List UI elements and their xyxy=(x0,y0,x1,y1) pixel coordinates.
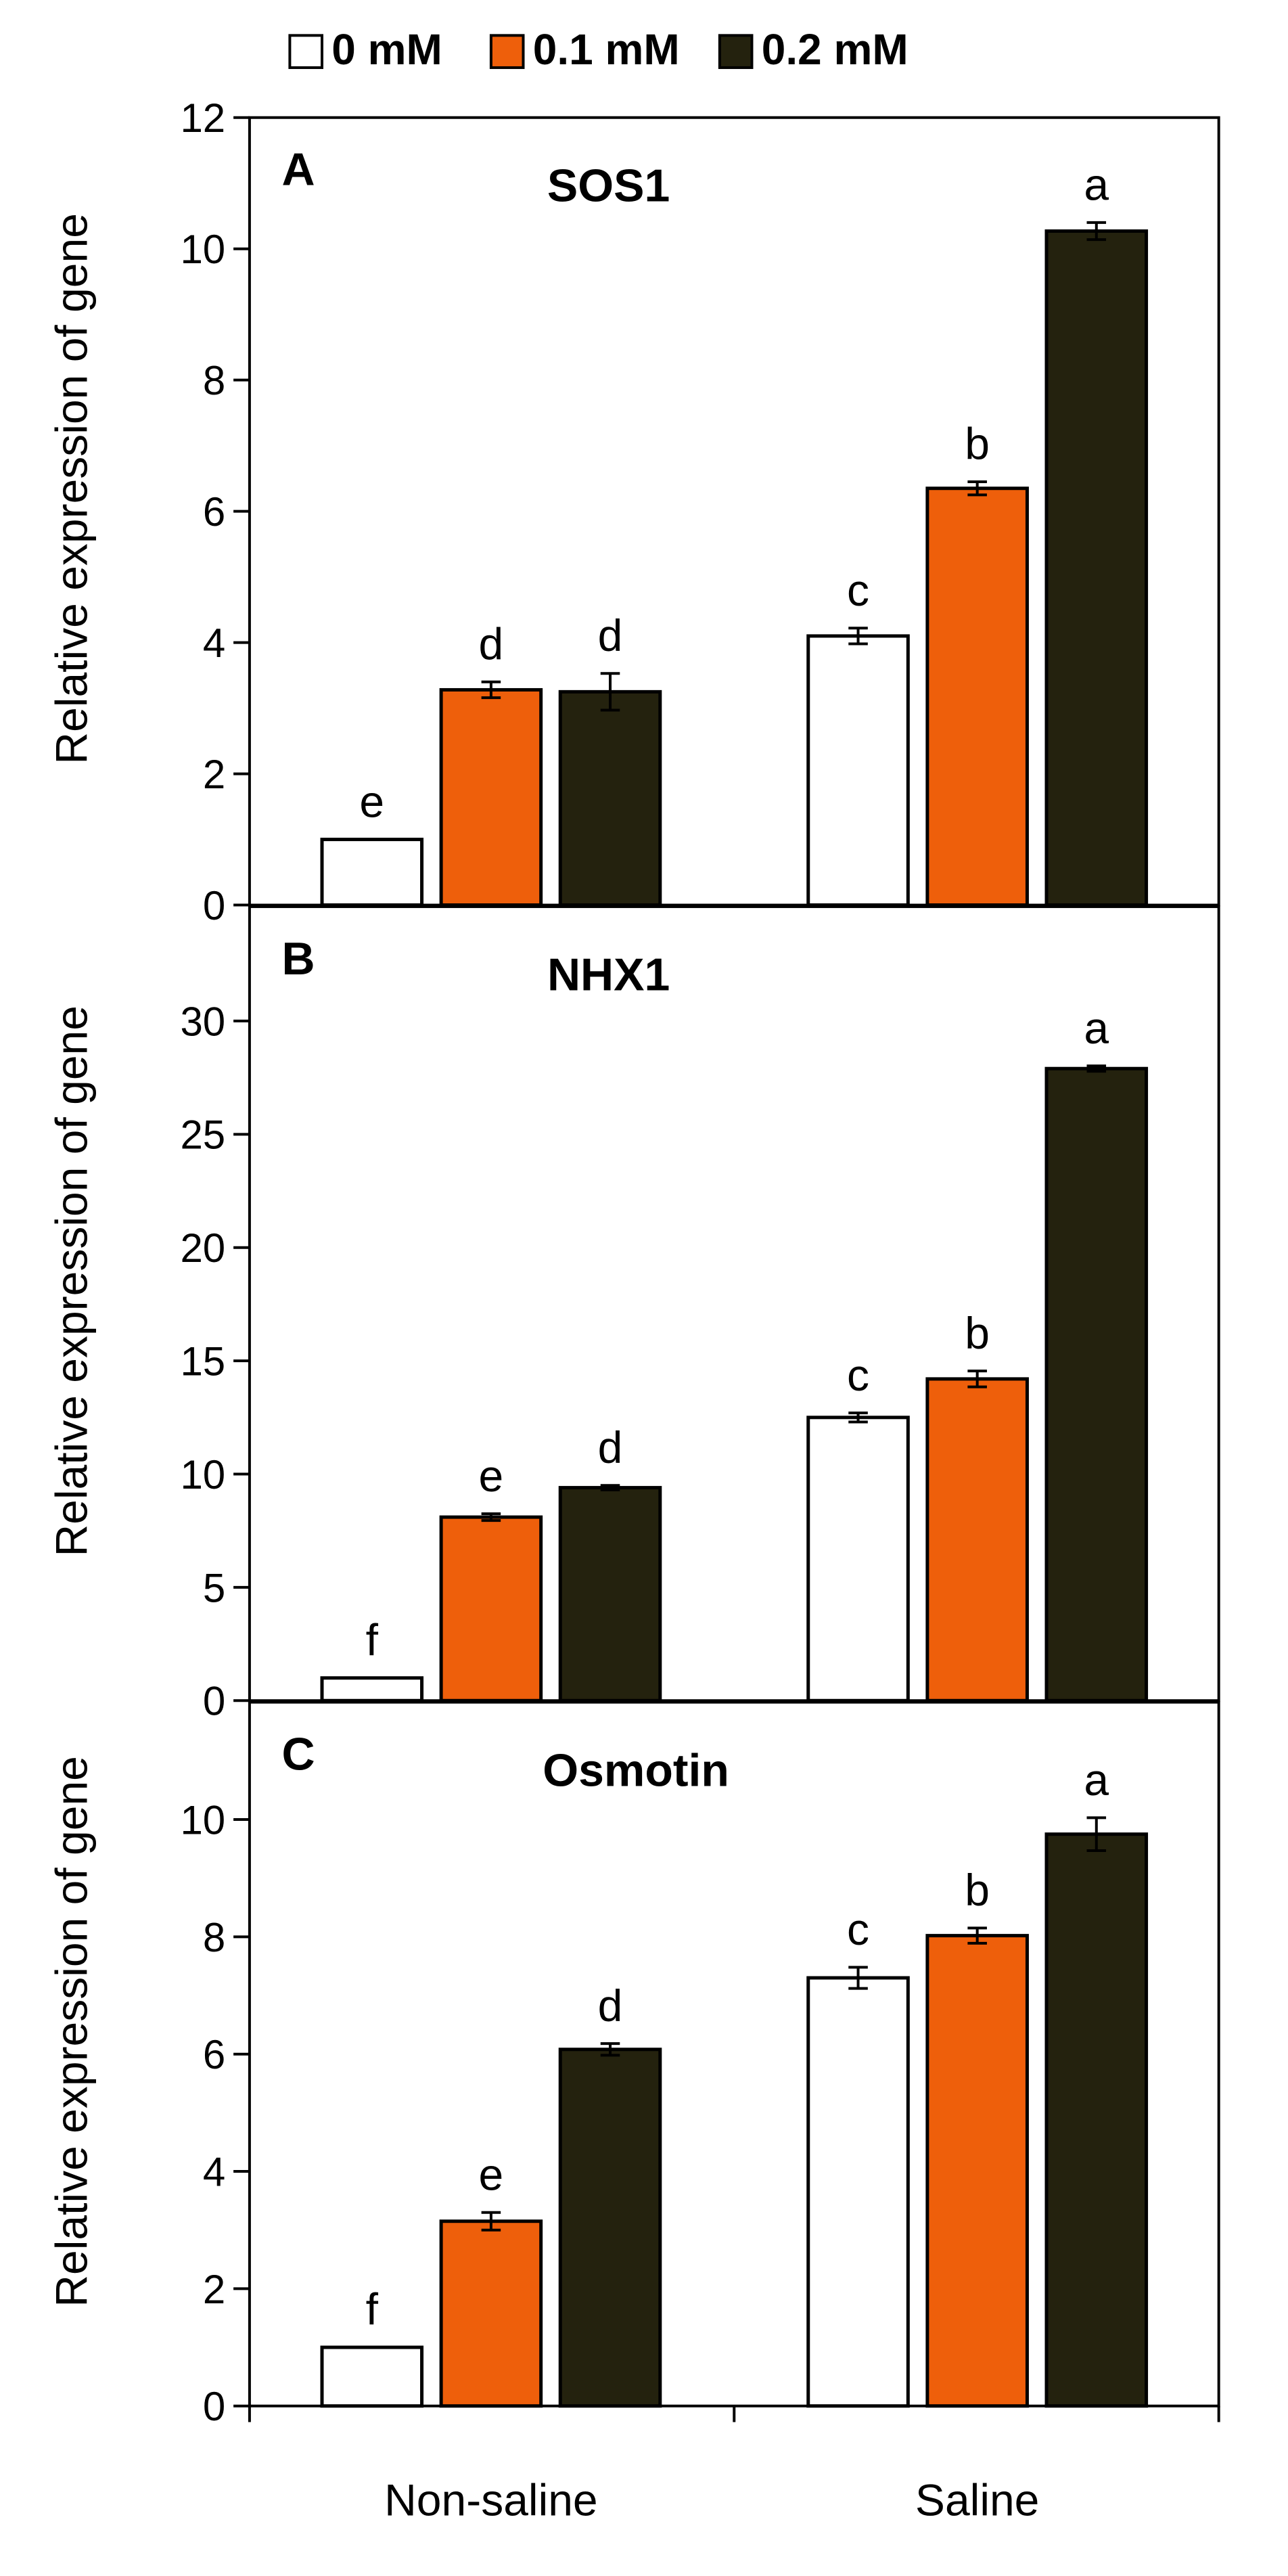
significance-letter: c xyxy=(847,1904,869,1954)
bar xyxy=(925,1377,1029,1702)
significance-letter: b xyxy=(965,1308,990,1358)
significance-letter: e xyxy=(479,1451,504,1501)
significance-letter: b xyxy=(965,1865,990,1915)
significance-letter: f xyxy=(366,2284,379,2334)
legend-label: 0.2 mM xyxy=(762,25,908,74)
y-axis-label: Relative expression of gene xyxy=(47,1005,97,1557)
y-tick-label: 4 xyxy=(203,2149,225,2194)
significance-letter: a xyxy=(1084,1755,1109,1805)
y-axis-label: Relative expression of gene xyxy=(47,213,97,765)
panel-a: 0 2 4 6 8 10 12 Relative expression of gene A SOS… xyxy=(47,95,1220,928)
panel-letter: B xyxy=(282,933,315,985)
bar xyxy=(1044,229,1149,907)
panel-title: NHX1 xyxy=(547,949,670,1001)
bar xyxy=(925,487,1029,907)
bar xyxy=(925,1934,1029,2408)
panel-title: SOS1 xyxy=(547,160,670,212)
bar xyxy=(806,634,910,907)
y-tick-label: 0 xyxy=(203,883,225,928)
y-tick-label: 4 xyxy=(203,620,225,666)
y-tick-label: 0 xyxy=(203,2384,225,2429)
significance-letter: c xyxy=(847,565,869,615)
legend-label: 0.1 mM xyxy=(533,25,680,74)
x-category-label: Saline xyxy=(915,2475,1039,2525)
significance-letter: e xyxy=(479,2149,504,2199)
legend-swatch xyxy=(288,34,323,69)
bar xyxy=(320,1676,424,1702)
bar xyxy=(558,2048,662,2408)
y-tick-label: 6 xyxy=(203,2032,225,2077)
y-tick-label: 15 xyxy=(180,1339,225,1384)
bar xyxy=(320,838,424,907)
bar xyxy=(439,1515,543,1702)
plot-frame xyxy=(248,905,1220,1702)
significance-letter: a xyxy=(1084,1003,1109,1053)
bar xyxy=(320,2345,424,2408)
legend: 0 mM 0.1 mM 0.2 mM xyxy=(288,25,908,74)
bar xyxy=(1044,1832,1149,2408)
significance-letter: f xyxy=(366,1614,379,1665)
bar xyxy=(806,1976,910,2408)
bar xyxy=(558,690,662,907)
significance-letter: a xyxy=(1084,160,1109,210)
significance-letter: c xyxy=(847,1350,869,1400)
y-tick-label: 8 xyxy=(203,358,225,403)
bar xyxy=(439,2219,543,2408)
bar xyxy=(1044,1066,1149,1702)
y-tick-label: 2 xyxy=(203,2267,225,2312)
y-tick-label: 2 xyxy=(203,752,225,797)
significance-letter: d xyxy=(479,618,504,669)
bar xyxy=(439,687,543,907)
panel-title: Osmotin xyxy=(543,1744,729,1796)
panel-letter: C xyxy=(282,1729,315,1780)
y-tick-label: 6 xyxy=(203,489,225,535)
significance-letter: d xyxy=(598,610,623,660)
y-tick-label: 10 xyxy=(180,1797,225,1843)
y-tick-label: 10 xyxy=(180,1452,225,1497)
legend-label: 0 mM xyxy=(331,25,442,74)
legend-swatch xyxy=(718,34,754,69)
y-tick-label: 5 xyxy=(203,1565,225,1610)
significance-letter: e xyxy=(359,776,384,826)
significance-letter: b xyxy=(965,419,990,469)
x-category-label: Non-saline xyxy=(384,2475,598,2525)
bar xyxy=(806,1416,910,1702)
panel-b: 0 5 10 15 20 25 30 Relative expression of gene B… xyxy=(47,905,1220,1724)
significance-letter: d xyxy=(598,1422,623,1472)
y-tick-label: 0 xyxy=(203,1679,225,1724)
y-axis-label: Relative expression of gene xyxy=(47,1756,97,2307)
y-tick-label: 8 xyxy=(203,1915,225,1960)
bar xyxy=(558,1486,662,1702)
y-tick-label: 20 xyxy=(180,1225,225,1271)
y-tick-label: 12 xyxy=(180,95,225,141)
shared-x-axis: Non-saline Saline xyxy=(248,2405,1220,2525)
significance-letter: d xyxy=(598,1981,623,2031)
y-tick-label: 25 xyxy=(180,1112,225,1158)
panel-letter: A xyxy=(282,144,315,196)
y-tick-label: 30 xyxy=(180,999,225,1044)
y-tick-label: 10 xyxy=(180,227,225,272)
legend-swatch xyxy=(489,34,525,69)
